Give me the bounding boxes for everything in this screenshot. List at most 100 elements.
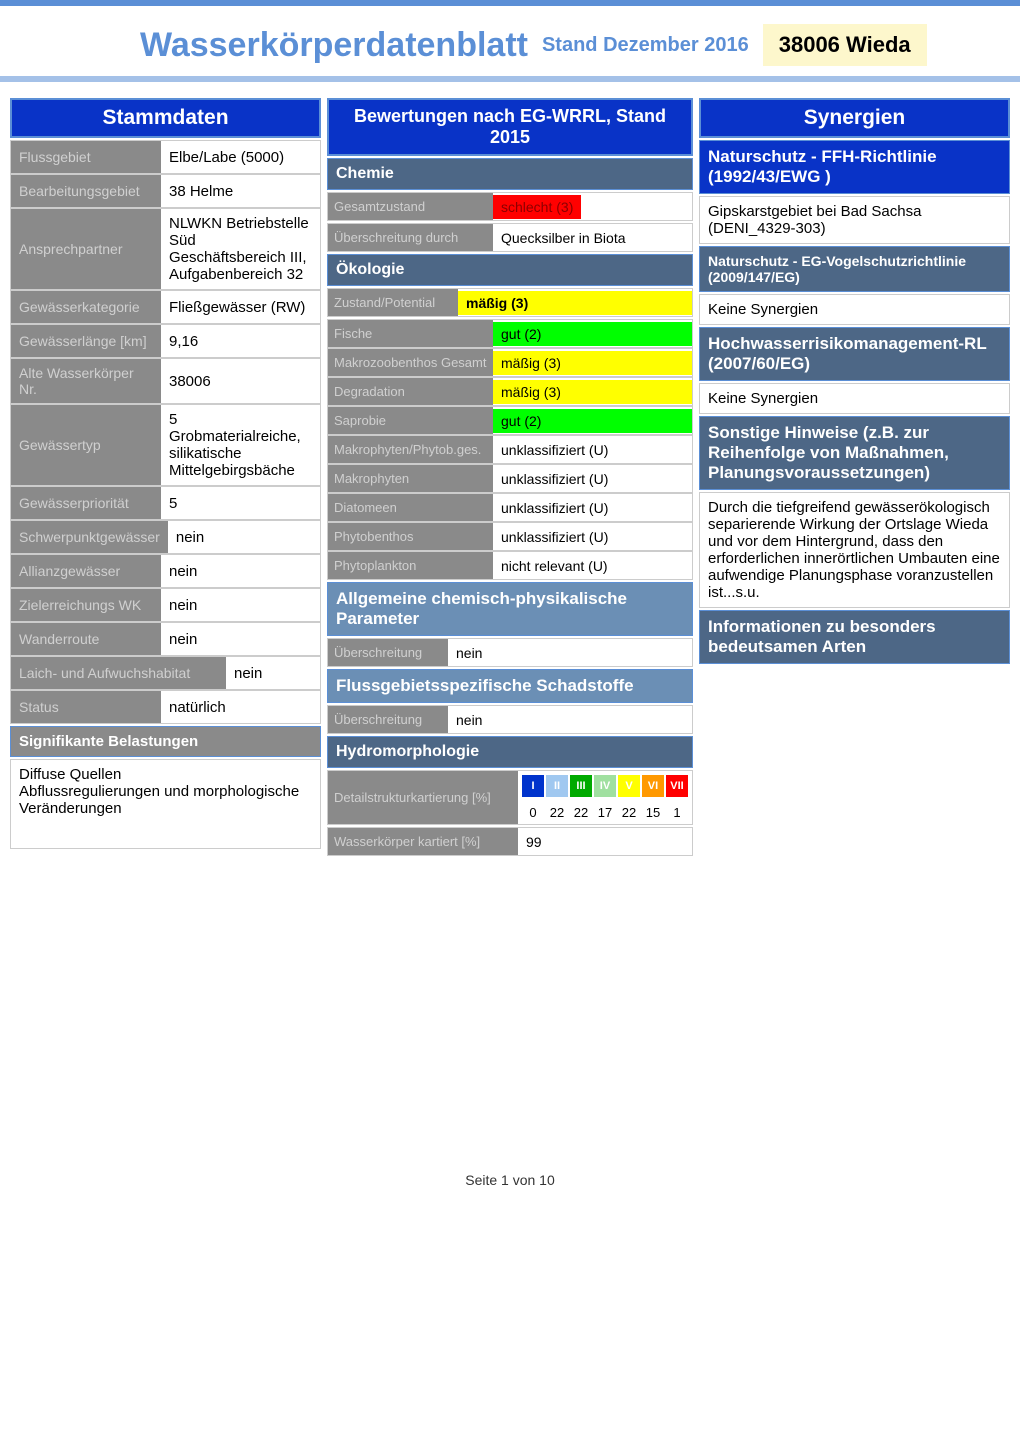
page-header: Wasserkörperdatenblatt Stand Dezember 20…: [0, 0, 1020, 76]
stamm-label: Schwerpunktgewässer: [11, 521, 168, 553]
stamm-label: Alte Wasserkörper Nr.: [11, 359, 161, 403]
oekologie-value-cell: unklassifiziert (U): [493, 436, 692, 463]
stamm-label: Status: [11, 691, 161, 723]
oekologie-value: mäßig (3): [493, 351, 692, 375]
class-box: I: [522, 775, 544, 797]
fluss-ueber-value: nein: [448, 706, 692, 733]
oekologie-value: unklassifiziert (U): [493, 525, 616, 549]
ffh-text: Gipskarstgebiet bei Bad Sachsa (DENI_432…: [699, 196, 1010, 244]
vogel-header: Naturschutz - EG-Vogelschutzrichtlinie (…: [699, 246, 1010, 292]
flussgebiet-header: Flussgebietsspezifische Schadstoffe: [327, 669, 693, 703]
allg-ueber-label: Überschreitung: [328, 639, 448, 666]
zustand-row: Zustand/Potential mäßig (3): [327, 288, 693, 317]
stamm-row: GewässerkategorieFließgewässer (RW): [10, 290, 321, 324]
kartiert-value: 99: [518, 828, 692, 855]
stamm-row: Laich- und Aufwuchshabitatnein: [10, 656, 321, 690]
oekologie-label: Diatomeen: [328, 494, 493, 521]
oekologie-label: Phytobenthos: [328, 523, 493, 550]
allg-ueber-value: nein: [448, 639, 692, 666]
class-box: IV: [594, 775, 616, 797]
stamm-value: nein: [161, 555, 320, 587]
oekologie-row: Makrophyten/Phytob.ges.unklassifiziert (…: [327, 435, 693, 464]
oekologie-row: Saprobiegut (2): [327, 406, 693, 435]
oekologie-value-cell: gut (2): [493, 407, 692, 434]
stamm-label: Allianzgewässer: [11, 555, 161, 587]
stamm-value: natürlich: [161, 691, 320, 723]
stamm-value: nein: [161, 623, 320, 655]
stamm-value: 5: [161, 487, 320, 519]
oekologie-value-cell: gut (2): [493, 320, 692, 347]
class-boxes: IIIIIIIVVVIVII: [518, 771, 692, 801]
ueberschreitung-durch-row: Überschreitung durch Quecksilber in Biot…: [327, 223, 693, 252]
class-value: 0: [522, 805, 544, 820]
stamm-row: FlussgebietElbe/Labe (5000): [10, 140, 321, 174]
col-synergien: Synergien Naturschutz - FFH-Richtlinie (…: [699, 98, 1010, 664]
oekologie-label: Makrophyten/Phytob.ges.: [328, 436, 493, 463]
stamm-value: nein: [168, 521, 320, 553]
ffh-header: Naturschutz - FFH-Richtlinie (1992/43/EW…: [699, 140, 1010, 194]
hochwasser-header: Hochwasserrisikomanagement-RL (2007/60/E…: [699, 327, 1010, 381]
stamm-label: Gewässerkategorie: [11, 291, 161, 323]
oekologie-value-cell: nicht relevant (U): [493, 552, 692, 579]
stamm-value: 5 Grobmaterialreiche, silikatische Mitte…: [161, 405, 320, 485]
stamm-row: Gewässerlänge [km]9,16: [10, 324, 321, 358]
stamm-row: Gewässerpriorität5: [10, 486, 321, 520]
class-box: VI: [642, 775, 664, 797]
oekologie-row: Makrophytenunklassifiziert (U): [327, 464, 693, 493]
vogel-text: Keine Synergien: [699, 294, 1010, 325]
stamm-row: Wanderroutenein: [10, 622, 321, 656]
stamm-label: Wanderroute: [11, 623, 161, 655]
hinweise-text: Durch die tiefgreifend gewässerökologisc…: [699, 492, 1010, 608]
stamm-label: Gewässerpriorität: [11, 487, 161, 519]
stamm-row: Statusnatürlich: [10, 690, 321, 724]
header-subtitle: Stand Dezember 2016: [542, 34, 749, 57]
gesamtzustand-label: Gesamtzustand: [328, 193, 493, 220]
stamm-row: Alte Wasserkörper Nr.38006: [10, 358, 321, 404]
header-title: Wasserkörperdatenblatt: [20, 26, 528, 65]
oekologie-row: Phytobenthosunklassifiziert (U): [327, 522, 693, 551]
stamm-row: Schwerpunktgewässernein: [10, 520, 321, 554]
detail-row: Detailstrukturkartierung [%] IIIIIIIVVVI…: [327, 770, 693, 825]
oekologie-label: Makrophyten: [328, 465, 493, 492]
oekologie-value: unklassifiziert (U): [493, 496, 616, 520]
class-box: II: [546, 775, 568, 797]
stamm-label: Gewässerlänge [km]: [11, 325, 161, 357]
oekologie-header: Ökologie: [327, 254, 693, 286]
stamm-row: Bearbeitungsgebiet38 Helme: [10, 174, 321, 208]
fluss-ueberschreitung-row: Überschreitung nein: [327, 705, 693, 734]
oekologie-value-cell: unklassifiziert (U): [493, 523, 692, 550]
zustand-label: Zustand/Potential: [328, 289, 458, 316]
oekologie-value: unklassifiziert (U): [493, 438, 616, 462]
oekologie-row: Diatomeenunklassifiziert (U): [327, 493, 693, 522]
class-box: V: [618, 775, 640, 797]
ueberschreitung-durch-label: Überschreitung durch: [328, 224, 493, 251]
oekologie-row: Fischegut (2): [327, 319, 693, 348]
synergien-header: Synergien: [699, 98, 1010, 138]
fluss-ueber-label: Überschreitung: [328, 706, 448, 733]
kartiert-row: Wasserkörper kartiert [%] 99: [327, 827, 693, 856]
header-code: 38006 Wieda: [763, 24, 927, 66]
oekologie-label: Fische: [328, 320, 493, 347]
stamm-value: 38 Helme: [161, 175, 320, 207]
gesamtzustand-value: schlecht (3): [493, 195, 581, 219]
stamm-label: Bearbeitungsgebiet: [11, 175, 161, 207]
oekologie-row: Makrozoobenthos Gesamtmäßig (3): [327, 348, 693, 377]
class-value: 17: [594, 805, 616, 820]
hinweise-header: Sonstige Hinweise (z.B. zur Reihenfolge …: [699, 416, 1010, 490]
stamm-label: Gewässertyp: [11, 405, 161, 485]
oekologie-value: gut (2): [493, 322, 692, 346]
stamm-label: Zielerreichungs WK: [11, 589, 161, 621]
class-box: VII: [666, 775, 688, 797]
class-value: 15: [642, 805, 664, 820]
stamm-value: Fließgewässer (RW): [161, 291, 320, 323]
allg-ueberschreitung-row: Überschreitung nein: [327, 638, 693, 667]
stamm-value: NLWKN Betriebstelle Süd Geschäftsbereich…: [161, 209, 320, 289]
oekologie-label: Makrozoobenthos Gesamt: [328, 349, 493, 376]
class-value: 22: [546, 805, 568, 820]
oekologie-value: mäßig (3): [493, 380, 692, 404]
bewertungen-header: Bewertungen nach EG-WRRL, Stand 2015: [327, 98, 693, 156]
class-value: 22: [618, 805, 640, 820]
stamm-row: AnsprechpartnerNLWKN Betriebstelle Süd G…: [10, 208, 321, 290]
hydro-header: Hydromorphologie: [327, 736, 693, 768]
gesamtzustand-row: Gesamtzustand schlecht (3): [327, 192, 693, 221]
